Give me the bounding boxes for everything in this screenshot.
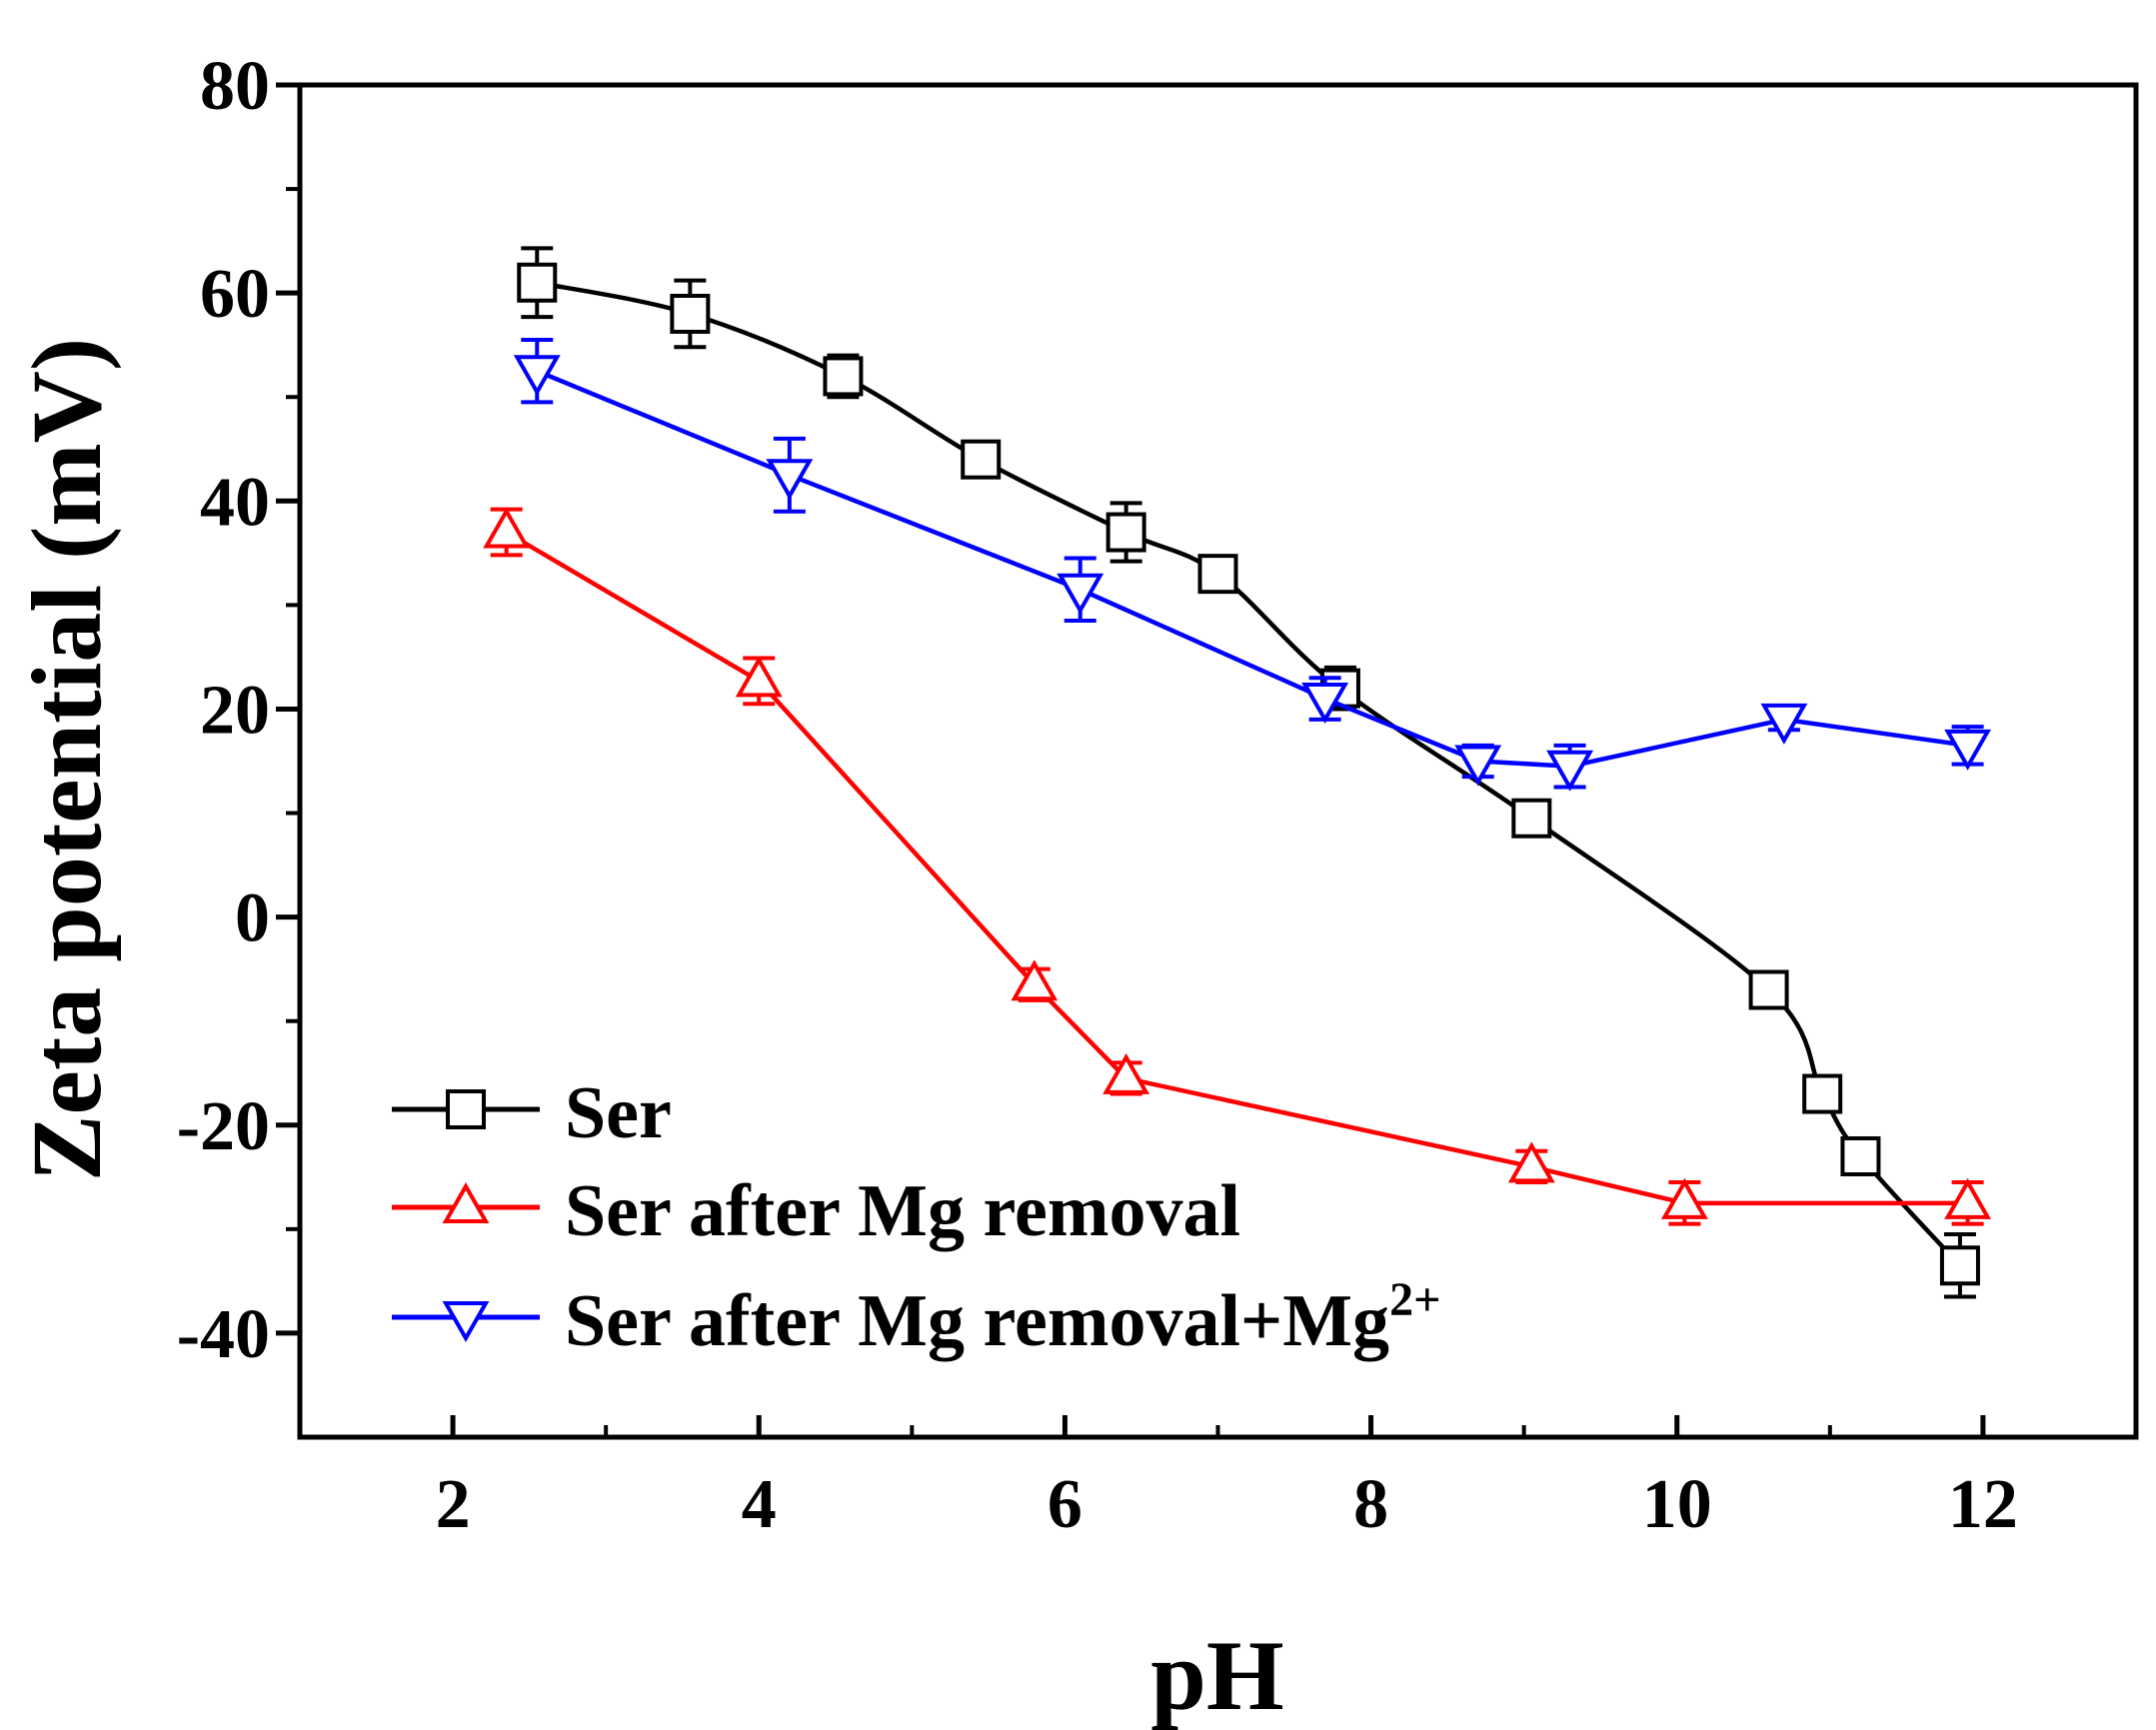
data-point xyxy=(1802,1073,1843,1114)
data-point xyxy=(1102,1052,1150,1094)
legend-label-ser-mg-removal: Ser after Mg removal xyxy=(565,1170,1240,1252)
plot-series xyxy=(483,246,1992,1299)
tick-labels: 2 4 6 8 10 12 80 60 40 20 0 -20 -40 xyxy=(177,48,2018,1543)
data-point xyxy=(1944,1177,1992,1219)
series-ser xyxy=(517,246,1980,1299)
data-point xyxy=(766,459,814,501)
data-point xyxy=(513,355,561,397)
data-point xyxy=(823,356,864,397)
data-point xyxy=(961,439,1002,480)
data-point xyxy=(1840,1135,1881,1176)
x-tick-label: 6 xyxy=(1048,1466,1082,1543)
legend-marker-ser-mg-removal-mg2 xyxy=(442,1301,490,1343)
data-point xyxy=(1105,512,1146,553)
data-point xyxy=(1944,729,1992,771)
y-tick-label: 0 xyxy=(235,880,270,957)
y-tick-label: -40 xyxy=(177,1296,270,1373)
legend-marker-ser xyxy=(446,1089,486,1129)
data-point xyxy=(1748,969,1789,1010)
y-axis-label: Zeta potential (mV) xyxy=(11,338,122,1181)
x-tick-label: 8 xyxy=(1353,1466,1388,1543)
data-point xyxy=(1507,1141,1555,1183)
series-ser-mg-removal xyxy=(483,507,1992,1226)
data-point xyxy=(1301,683,1349,725)
legend-marker-ser-mg-removal xyxy=(442,1181,490,1223)
legend-label-ser: Ser xyxy=(565,1072,672,1154)
data-point xyxy=(483,507,531,549)
legend: Ser Ser after Mg removal Ser after Mg remo… xyxy=(392,1072,1440,1362)
data-point xyxy=(1011,959,1059,1001)
y-tick-label: -20 xyxy=(177,1088,270,1165)
data-point xyxy=(1660,1177,1708,1219)
plot-frame xyxy=(297,82,2139,1440)
legend-superscript: 2+ xyxy=(1389,1273,1440,1326)
data-point xyxy=(670,293,711,334)
x-tick-label: 12 xyxy=(1948,1466,2018,1543)
y-tick-label: 40 xyxy=(200,464,270,541)
y-tick-label: 60 xyxy=(200,256,270,333)
y-tick-label: 80 xyxy=(200,48,270,125)
x-tick-label: 10 xyxy=(1642,1466,1712,1543)
data-point xyxy=(1939,1245,1980,1286)
data-point xyxy=(735,656,783,698)
data-point xyxy=(1511,798,1552,839)
x-tick-label: 2 xyxy=(436,1466,471,1543)
data-point xyxy=(1197,554,1238,595)
x-axis-label: pH xyxy=(1150,1620,1283,1730)
data-point xyxy=(517,262,558,303)
series-line xyxy=(536,369,1968,769)
y-tick-label: 20 xyxy=(200,672,270,749)
x-tick-label: 4 xyxy=(742,1466,777,1543)
data-point xyxy=(1546,750,1594,792)
legend-label-ser-mg-removal-mg2: Ser after Mg removal+Mg2+ xyxy=(565,1273,1440,1362)
series-ser-mg-removal-mg2 xyxy=(513,337,1992,792)
data-point xyxy=(1760,703,1808,745)
data-point xyxy=(1454,745,1502,787)
data-point xyxy=(1057,573,1104,615)
